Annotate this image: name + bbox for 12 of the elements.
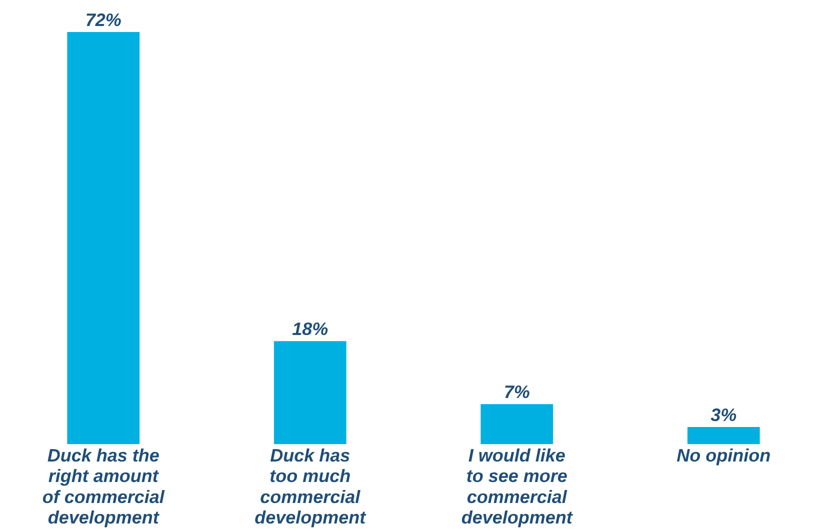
data-label: 7% [504,382,530,402]
data-label: 72% [85,10,122,30]
data-label: 18% [292,319,328,340]
bar [480,404,554,444]
x-tick-label: Duck has the right amount of commercial development [42,446,166,528]
bar [67,32,140,444]
bar [687,427,760,444]
x-tick-label: I would like to see more commercial development [461,446,574,528]
x-tick-label: No opinion [676,446,771,466]
bar [274,341,346,444]
x-tick-label: Duck has too much commercial development [254,446,367,528]
data-label: 3% [710,404,737,425]
